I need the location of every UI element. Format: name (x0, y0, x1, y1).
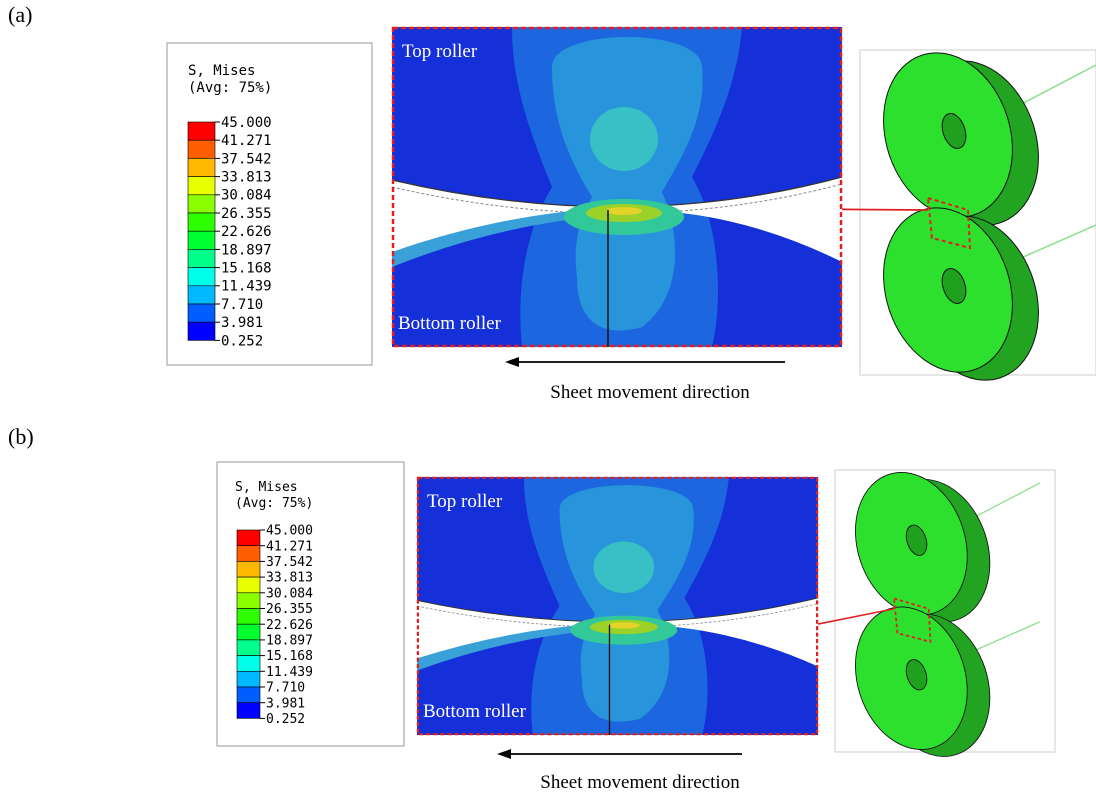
legend-value: 11.439 (221, 279, 272, 295)
legend-band (237, 593, 260, 609)
caption: Sheet movement direction (550, 382, 750, 403)
top-roller-label: Top roller (402, 41, 478, 62)
legend-band (188, 286, 215, 304)
legend-value: 33.813 (266, 571, 313, 586)
legend-subtitle: (Avg: 75%) (235, 496, 313, 511)
legend-band (237, 703, 260, 719)
legend-value: 15.168 (266, 649, 313, 664)
arrow-head (505, 357, 519, 367)
legend-value: 41.271 (266, 539, 313, 554)
stress-zone (593, 542, 654, 594)
panel: (a) S, Mises(Avg: 75%) 45.000 41.271 37.542 3… (8, 2, 1096, 403)
panel-label: (a) (8, 2, 32, 27)
legend-value: 11.439 (266, 665, 313, 680)
legend-band (188, 158, 215, 176)
legend-value: 30.084 (221, 188, 272, 204)
legend-value: 41.271 (221, 133, 272, 149)
legend-value: 33.813 (221, 170, 272, 186)
stress-zone (608, 622, 640, 628)
legend-band (237, 561, 260, 577)
legend-subtitle: (Avg: 75%) (188, 80, 272, 96)
bottom-roller-label: Bottom roller (398, 313, 502, 334)
legend-value: 26.355 (221, 206, 272, 222)
legend-band (188, 249, 215, 267)
legend-band (237, 671, 260, 687)
legend-band (237, 687, 260, 703)
bottom-roller-label: Bottom roller (423, 701, 527, 722)
panel: (b)S, Mises(Avg: 75%)45.00041.27137.5423… (8, 424, 1055, 793)
legend-title: S, Mises (235, 480, 298, 495)
figure: (a)S, Mises(Avg: 75%)45.00041.27137.5423… (0, 0, 1096, 796)
legend-value: 3.981 (266, 696, 305, 711)
legend-band (237, 609, 260, 625)
zoom-connector (842, 209, 928, 210)
legend-band (237, 656, 260, 672)
legend-band (237, 546, 260, 562)
legend-band (237, 577, 260, 593)
legend-band (188, 231, 215, 249)
legend-band (188, 268, 215, 286)
contour-plot (392, 27, 842, 347)
legend-value: 18.897 (221, 242, 272, 258)
legend-band (237, 530, 260, 546)
legend-value: 0.252 (221, 333, 263, 349)
legend-title: S, Mises (188, 63, 255, 79)
legend-value: 30.084 (266, 586, 313, 601)
legend-band (237, 624, 260, 640)
legend-band (188, 140, 215, 158)
arrow-head (497, 749, 511, 759)
legend-band (188, 213, 215, 231)
legend-value: 7.710 (266, 681, 305, 696)
contour-plot (417, 477, 818, 735)
legend-band (188, 195, 215, 213)
legend-value: 22.626 (221, 224, 272, 240)
caption: Sheet movement direction (540, 772, 740, 793)
legend-value: 45.000 (266, 524, 313, 539)
panel-label: (b) (8, 424, 34, 449)
legend-value: 22.626 (266, 618, 313, 633)
legend-value: 37.542 (266, 555, 313, 570)
page: {"panels": [ {"label": "(a)", "legend": … (0, 0, 1096, 796)
legend-band (188, 122, 215, 140)
legend-value: 7.710 (221, 297, 263, 313)
stress-zone (590, 107, 658, 171)
legend-band (188, 304, 215, 322)
legend-band (188, 322, 215, 340)
legend-band (237, 640, 260, 656)
legend-value: 37.542 (221, 151, 272, 167)
legend-value: 26.355 (266, 602, 313, 617)
legend-value: 18.897 (266, 633, 313, 648)
legend-value: 0.252 (266, 712, 305, 727)
legend-value: 3.981 (221, 315, 263, 331)
stress-zone (606, 207, 642, 215)
legend-band (188, 177, 215, 195)
top-roller-label: Top roller (427, 491, 503, 512)
legend-value: 45.000 (221, 115, 272, 131)
legend-value: 15.168 (221, 261, 272, 277)
